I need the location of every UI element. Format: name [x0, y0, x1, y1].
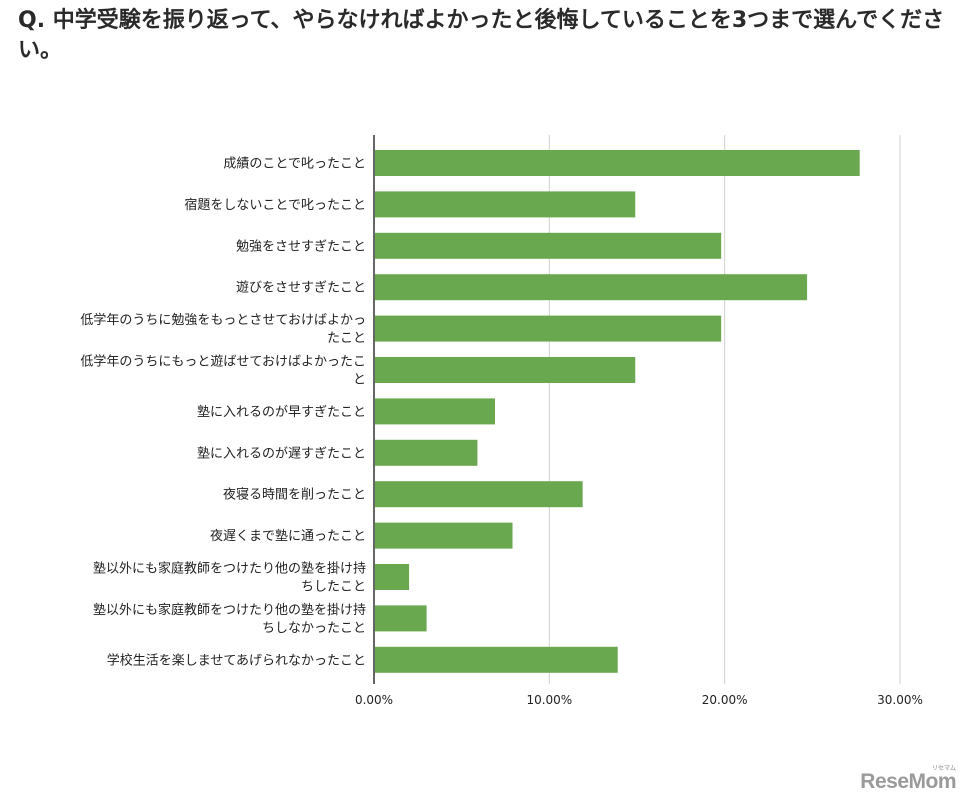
category-label: 夜寝る時間を削ったこと	[223, 487, 366, 503]
category-label-line: 宿題をしないことで叱ったこと	[184, 197, 366, 213]
category-label-line: ちしなかったこと	[262, 621, 366, 636]
category-label: 夜遅くまで塾に通ったこと	[210, 528, 366, 544]
category-label-line: 塾以外にも家庭教師をつけたり他の塾を掛け持	[93, 561, 366, 577]
x-tick-label: 0.00%	[355, 693, 393, 707]
category-label: 低学年のうちにもっと遊ばせておけばよかったこと	[80, 354, 366, 388]
category-label-line: 勉強をさせすぎたこと	[236, 239, 366, 254]
category-label-line: 夜寝る時間を削ったこと	[223, 487, 366, 503]
category-label: 宿題をしないことで叱ったこと	[184, 197, 366, 213]
category-label-line: ちしたこと	[301, 580, 366, 595]
category-labels: 成績のことで叱ったこと宿題をしないことで叱ったこと勉強をさせすぎたこと遊びをさせ…	[80, 157, 366, 669]
logo-reading: リセマム	[931, 766, 956, 772]
category-label-line: 塾以外にも家庭教師をつけたり他の塾を掛け持	[93, 602, 366, 618]
category-label-line: と	[353, 373, 366, 388]
bar	[375, 605, 427, 632]
bar	[375, 481, 583, 508]
logo-text: ReseMom	[860, 770, 956, 793]
gridlines	[548, 135, 901, 684]
category-label-line: 低学年のうちにもっと遊ばせておけばよかったこ	[80, 354, 366, 370]
category-label-line: 夜遅くまで塾に通ったこと	[210, 528, 366, 544]
bar	[375, 398, 495, 425]
bar	[375, 564, 410, 590]
bar	[375, 274, 808, 301]
category-label: 塾以外にも家庭教師をつけたり他の塾を掛け持ちしたこと	[93, 561, 366, 595]
category-label-line: たこと	[327, 331, 366, 346]
x-tick-labels: 0.00% 10.00% 20.00% 30.00%	[355, 693, 923, 707]
x-tick-label: 10.00%	[526, 693, 572, 707]
x-tick-label: 30.00%	[877, 693, 923, 707]
category-label: 低学年のうちに勉強をもっとさせておけばよかったこと	[80, 312, 366, 346]
category-label-line: 遊びをさせすぎたこと	[236, 281, 366, 296]
resemom-logo: リセマム ReseMom	[860, 766, 956, 794]
category-label-line: 学校生活を楽しませてあげられなかったこと	[107, 652, 366, 668]
category-label-line: 塾に入れるのが遅すぎたこと	[197, 445, 366, 461]
bar	[375, 315, 722, 342]
category-label: 勉強をさせすぎたこと	[236, 239, 366, 254]
bar	[375, 232, 722, 259]
x-tick-label: 20.00%	[702, 693, 748, 707]
category-label: 塾に入れるのが早すぎたこと	[197, 404, 366, 420]
bar	[375, 439, 478, 466]
category-label-line: 塾に入れるのが早すぎたこと	[197, 404, 366, 420]
category-label: 学校生活を楽しませてあげられなかったこと	[107, 652, 366, 668]
bar	[375, 191, 636, 218]
category-label: 成績のことで叱ったこと	[223, 157, 366, 172]
question-title: Q. 中学受験を振り返って、やらなければよかったと後悔していることを3つまで選ん…	[18, 8, 945, 63]
category-label: 塾に入れるのが遅すぎたこと	[197, 445, 366, 461]
category-label: 塾以外にも家庭教師をつけたり他の塾を掛け持ちしなかったこと	[93, 602, 366, 636]
category-label-line: 成績のことで叱ったこと	[223, 157, 366, 172]
bar	[375, 646, 618, 673]
bar	[375, 150, 860, 176]
bar	[375, 357, 636, 383]
bars	[375, 150, 860, 673]
category-label-line: 低学年のうちに勉強をもっとさせておけばよかっ	[80, 312, 366, 328]
bar	[375, 522, 513, 549]
category-label: 遊びをさせすぎたこと	[236, 281, 366, 296]
